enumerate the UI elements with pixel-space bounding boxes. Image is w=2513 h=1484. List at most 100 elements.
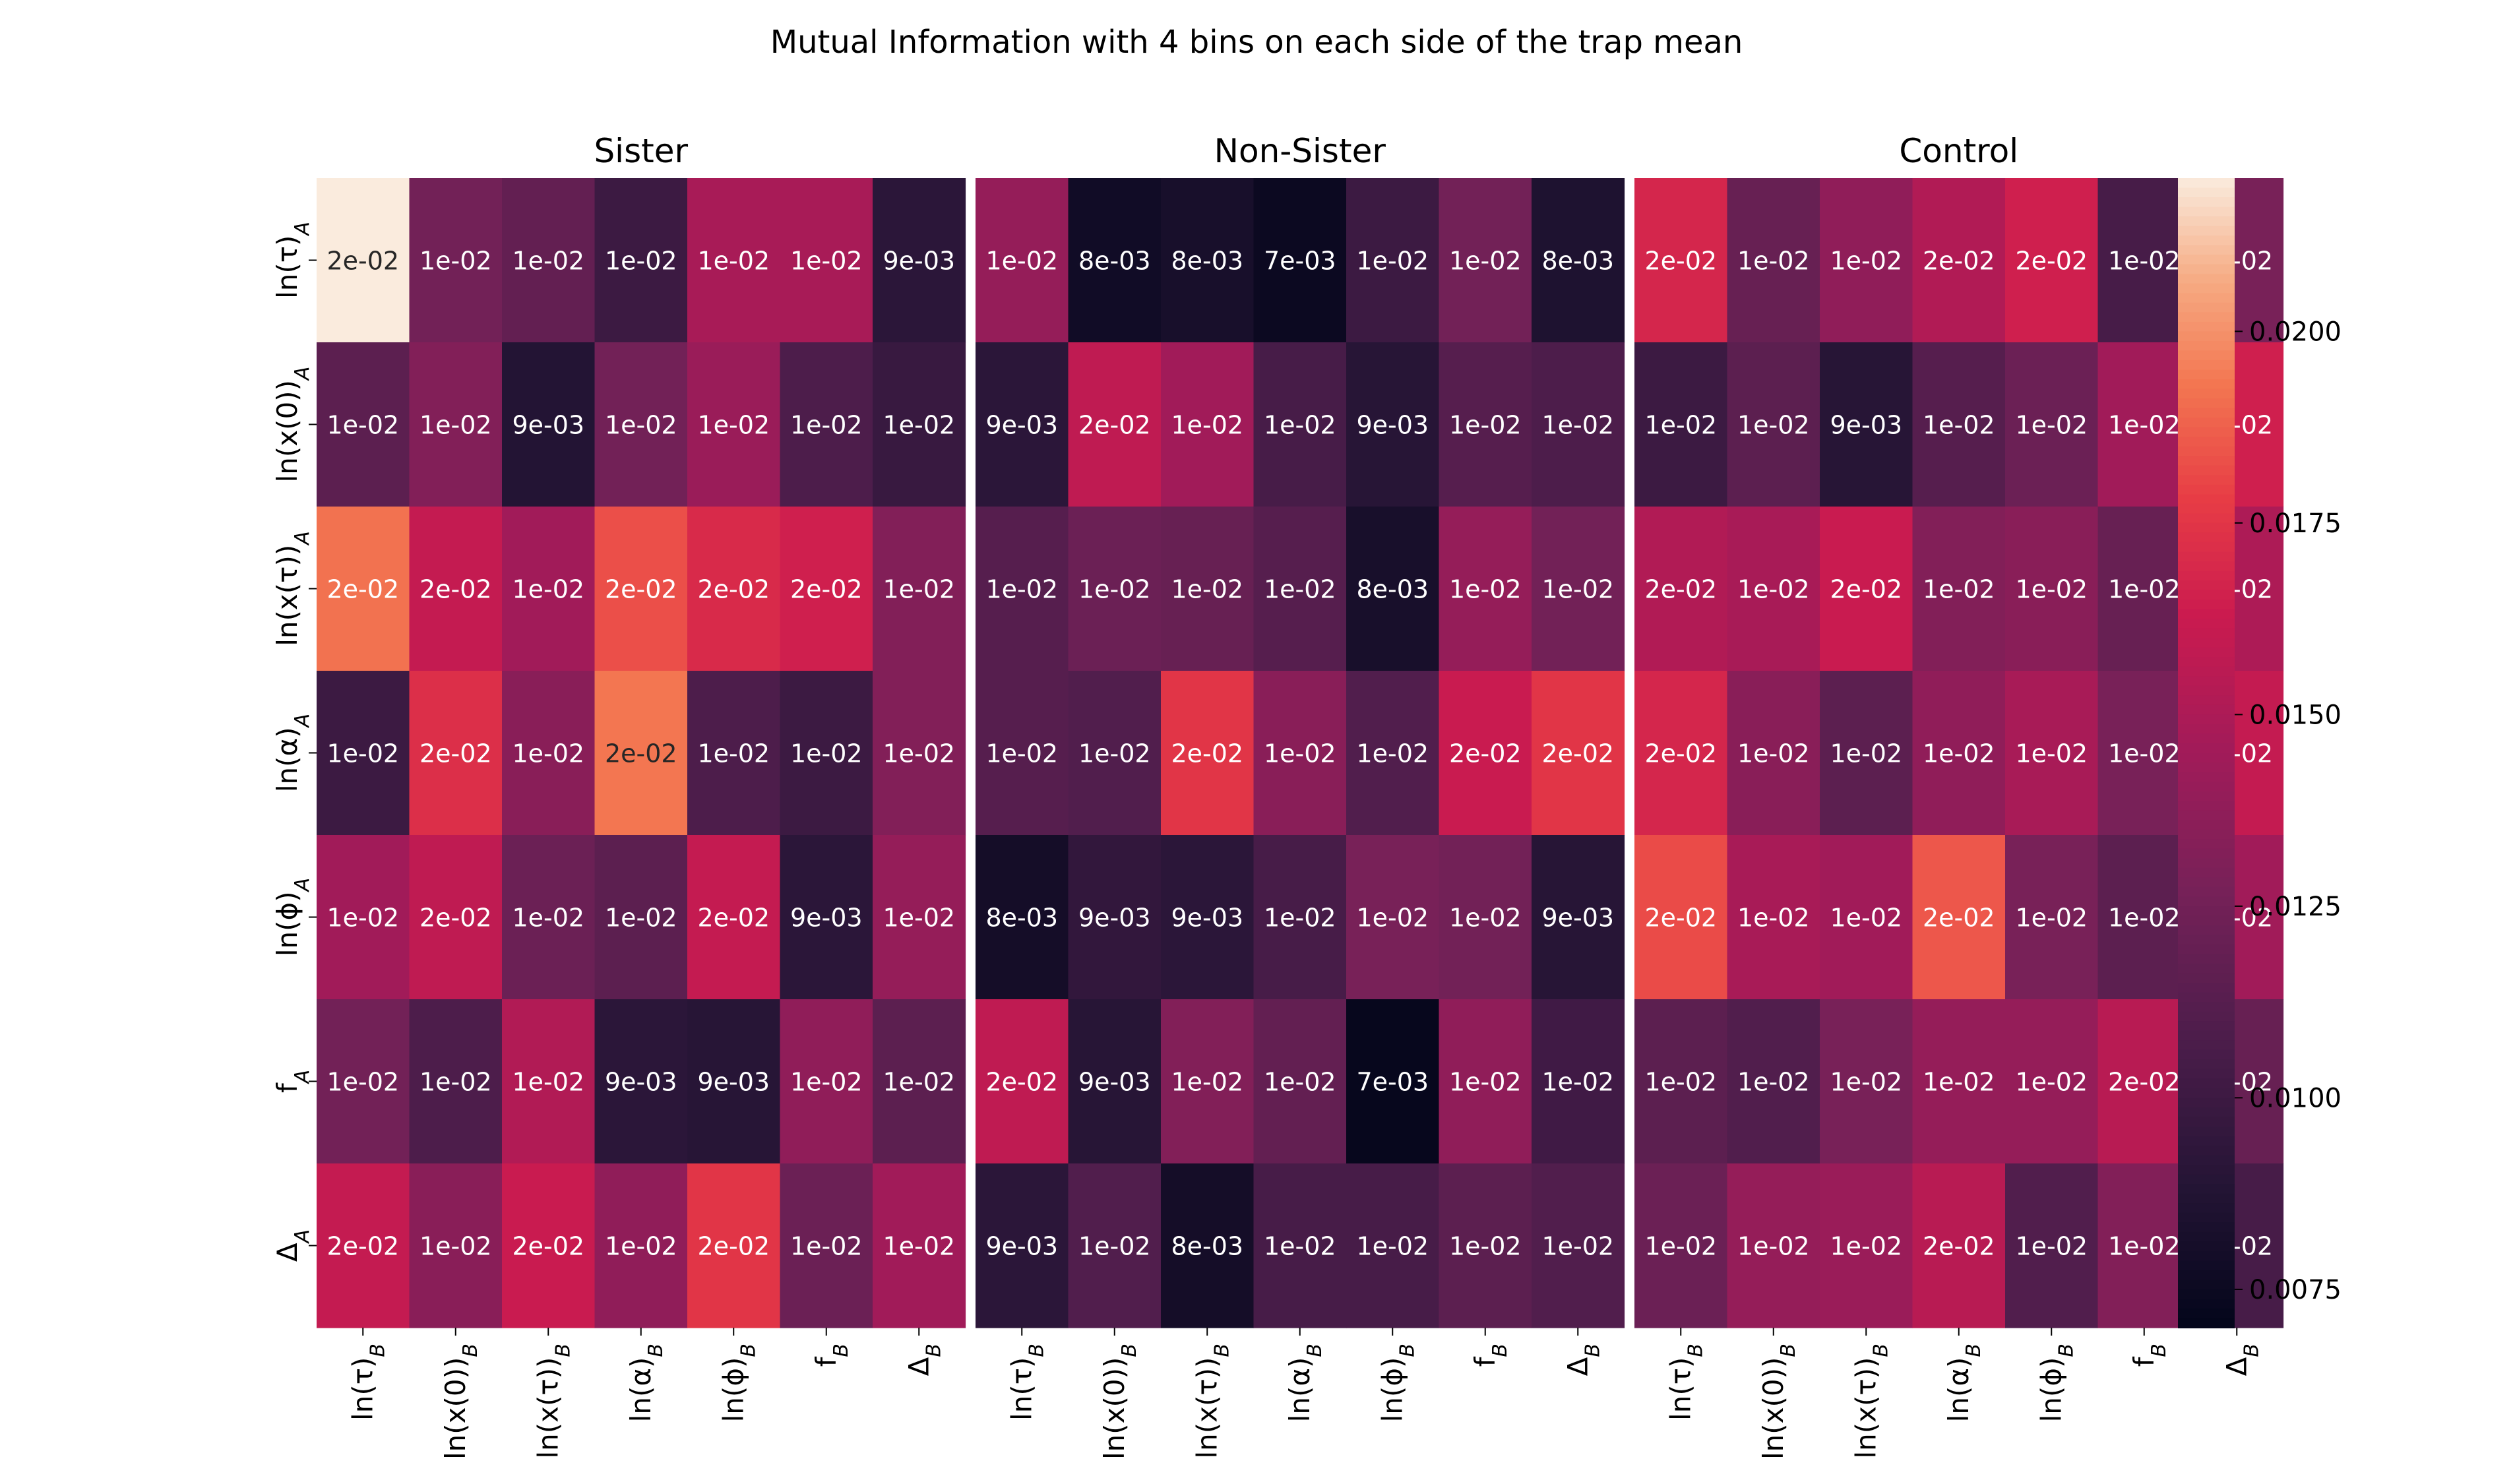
colorbar-segment xyxy=(2178,983,2235,993)
cell-value-label: 1e-02 xyxy=(697,411,770,440)
heatmap-cell xyxy=(780,178,873,343)
cell-value-label: 1e-02 xyxy=(1830,247,1902,276)
cell-value-label: 8e-03 xyxy=(1171,247,1243,276)
colorbar-segment xyxy=(2178,1059,2235,1070)
heatmap-cell xyxy=(1912,342,2006,507)
colorbar-segment xyxy=(2178,944,2235,955)
cell-value-label: 1e-02 xyxy=(1737,575,1810,604)
heatmap-cell xyxy=(317,178,410,343)
colorbar-segment xyxy=(2178,724,2235,735)
heatmap-cell xyxy=(1532,178,1625,343)
colorbar-segment xyxy=(2178,695,2235,706)
heatmap-cell xyxy=(976,835,1069,1000)
heatmap-cell xyxy=(1727,178,1820,343)
heatmap-cell xyxy=(2005,999,2099,1164)
cell-value-label: 2e-02 xyxy=(419,904,492,933)
heatmap-cell xyxy=(687,1163,781,1328)
colorbar-tick-label: 0.0200 xyxy=(2249,317,2342,347)
colorbar-segment xyxy=(2178,522,2235,534)
cell-value-label: 1e-02 xyxy=(1644,1068,1717,1097)
heatmap-cell xyxy=(1727,671,1820,836)
cell-value-label: 1e-02 xyxy=(1449,1232,1522,1261)
colorbar-segment xyxy=(2178,321,2235,332)
cell-value-label: 1e-02 xyxy=(419,1068,492,1097)
cell-value-label: 2e-02 xyxy=(1644,739,1717,768)
cell-value-label: 8e-03 xyxy=(1078,247,1151,276)
heatmap-cell xyxy=(873,178,966,343)
cell-value-label: 1e-02 xyxy=(1264,739,1336,768)
colorbar-segment xyxy=(2178,465,2235,476)
cell-value-label: 1e-02 xyxy=(326,1068,399,1097)
heatmap-cell xyxy=(502,178,596,343)
colorbar-segment xyxy=(2178,513,2235,524)
cell-value-label: 9e-03 xyxy=(883,247,955,276)
cell-value-label: 1e-02 xyxy=(2108,411,2181,440)
cell-value-label: 1e-02 xyxy=(985,739,1058,768)
cell-value-label: 2e-02 xyxy=(985,1068,1058,1097)
colorbar-segment xyxy=(2178,1270,2235,1281)
cell-value-label: 1e-02 xyxy=(790,247,863,276)
cell-value-label: 1e-02 xyxy=(2108,739,2181,768)
heatmap-cell xyxy=(1727,342,1820,507)
heatmap-cell xyxy=(317,342,410,507)
heatmap-cell xyxy=(2097,999,2191,1164)
colorbar-segment xyxy=(2178,1049,2235,1061)
cell-value-label: 1e-02 xyxy=(2108,904,2181,933)
heatmap-cell xyxy=(2097,342,2191,507)
heatmap-cell xyxy=(1253,507,1347,671)
colorbar-segment xyxy=(2178,638,2235,648)
y-tick-label: ΔA xyxy=(271,1229,314,1262)
cell-value-label: 7e-03 xyxy=(1264,247,1336,276)
cell-value-label: 1e-02 xyxy=(1737,904,1810,933)
cell-value-label: 9e-03 xyxy=(985,411,1058,440)
colorbar-segment xyxy=(2178,551,2235,562)
colorbar-segment xyxy=(2178,216,2235,227)
cell-value-label: 1e-02 xyxy=(697,739,770,768)
cell-value-label: 2e-02 xyxy=(2108,1068,2181,1097)
colorbar-segment xyxy=(2178,369,2235,381)
colorbar-segment xyxy=(2178,1146,2235,1156)
cell-value-label: 1e-02 xyxy=(790,739,863,768)
colorbar-segment xyxy=(2178,1308,2235,1319)
heatmap-cell xyxy=(594,1163,688,1328)
heatmap-cell xyxy=(1161,507,1255,671)
heatmap-cell xyxy=(687,999,781,1164)
panel-control: Control 2e-02 1e-02 1e-02 2e-02 2e-02 1e-02 1e-… xyxy=(1625,132,2284,1460)
heatmap-cell xyxy=(1346,671,1440,836)
heatmap-cell xyxy=(687,507,781,671)
cell-value-label: 2e-02 xyxy=(697,904,770,933)
cell-value-label: 1e-02 xyxy=(2015,904,2088,933)
colorbar-segment xyxy=(2178,503,2235,514)
cell-value-label: 1e-02 xyxy=(883,1232,955,1261)
heatmap-cell xyxy=(976,999,1069,1164)
heatmap-cell xyxy=(1634,178,1728,343)
colorbar-segment xyxy=(2178,1289,2235,1300)
cell-value-label: 1e-02 xyxy=(697,247,770,276)
heatmap-cell xyxy=(1727,999,1820,1164)
heatmap-cell xyxy=(2097,178,2191,343)
colorbar-segment xyxy=(2178,733,2235,744)
colorbar-segment xyxy=(2178,1299,2235,1309)
cell-value-label: 1e-02 xyxy=(605,904,677,933)
heatmap-cell xyxy=(502,1163,596,1328)
cell-value-label: 1e-02 xyxy=(1830,904,1902,933)
x-tick-label: ln(x(0))B xyxy=(439,1344,482,1460)
heatmap-cell xyxy=(1820,178,1913,343)
cell-value-label: 1e-02 xyxy=(790,411,863,440)
colorbar-tick-label: 0.0150 xyxy=(2249,700,2342,730)
heatmap-cell xyxy=(1161,671,1255,836)
heatmap-cell xyxy=(1161,178,1255,343)
cell-value-label: 2e-02 xyxy=(1923,1232,1995,1261)
cell-value-label: 1e-02 xyxy=(1923,1068,1995,1097)
heatmap-cell xyxy=(1912,999,2006,1164)
heatmap-cell xyxy=(594,835,688,1000)
cell-value-label: 1e-02 xyxy=(1541,1068,1614,1097)
x-tick-label: ln(x(τ))B xyxy=(532,1344,574,1459)
heatmap-cell xyxy=(2005,835,2099,1000)
cell-value-label: 1e-02 xyxy=(985,247,1058,276)
cell-value-label: 1e-02 xyxy=(1078,575,1151,604)
x-tick-label: fB xyxy=(1469,1344,1512,1367)
cell-value-label: 1e-02 xyxy=(1449,1068,1522,1097)
heatmap-cell xyxy=(1634,507,1728,671)
heatmap-cell xyxy=(1634,999,1728,1164)
